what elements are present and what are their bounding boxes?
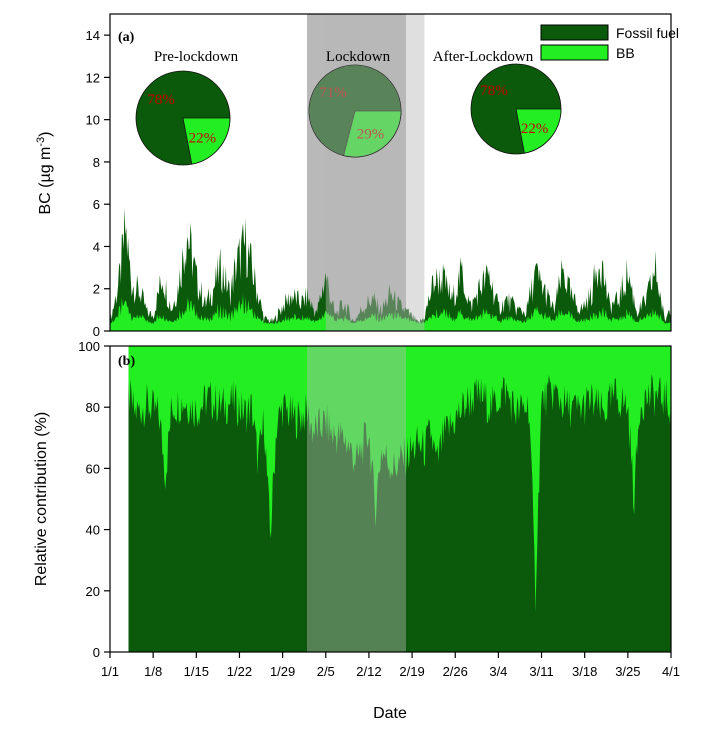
panel-b-y-axis: 0 20 40 60 80 100	[78, 339, 110, 660]
y-tick-label-b-0: 0	[93, 645, 100, 660]
pie-title-pre-lockdown: Pre-lockdown	[154, 49, 239, 65]
lockdown-shade-b	[307, 346, 406, 652]
y-tick-label-a-4: 4	[93, 239, 100, 254]
x-tick-label-13: 4/1	[662, 664, 680, 679]
panel-a-y-axis: 0 2 4 6 8 10 12 14	[86, 28, 110, 339]
pie-2-bb-slice	[343, 110, 402, 158]
pie-2-bb-label: 29%	[357, 126, 385, 142]
pie-2-fossil-label: 71%	[319, 85, 347, 101]
y-tick-label-a-12: 12	[86, 70, 100, 85]
x-tick-label-7: 2/19	[399, 664, 424, 679]
panel-a-frame	[109, 13, 672, 332]
x-tick-label-0: 1/1	[101, 664, 119, 679]
pie-3-fossil-label: 78%	[480, 83, 508, 99]
x-tick-label-10: 3/11	[529, 664, 553, 679]
x-tick-label-3: 1/22	[227, 664, 252, 679]
bb-bc-area	[110, 294, 671, 331]
pie-3-bb-slice	[515, 108, 562, 154]
y-tick-label-a-2: 2	[93, 282, 100, 297]
pie-title-after-lockdown: After-Lockdown	[433, 49, 534, 65]
panel-b-label: (b)	[118, 354, 135, 369]
x-tick-label-1: 1/8	[144, 664, 162, 679]
y-axis-title-b: Relative contribution (%)	[33, 412, 50, 586]
x-tick-label-6: 2/12	[356, 664, 381, 679]
pie-charts: 78% 22% 71% 29% 78% 22%	[135, 63, 562, 166]
legend-swatch-fossil-fuel	[540, 24, 609, 41]
x-axis-title: Date	[373, 705, 407, 722]
y-tick-label-a-0: 0	[93, 324, 100, 339]
x-tick-label-12: 3/25	[615, 664, 640, 679]
pie-1-bb-label: 22%	[189, 130, 217, 146]
legend-label-fossil-fuel: Fossil fuel	[616, 25, 679, 41]
y-tick-label-b-60: 60	[86, 461, 100, 476]
panel-b-frame	[109, 345, 672, 653]
y-tick-label-a-6: 6	[93, 197, 100, 212]
y-tick-label-a-10: 10	[86, 113, 100, 128]
pie-3: 78% 22%	[470, 63, 562, 155]
fossil-fuel-relative-area	[128, 374, 671, 652]
y-tick-label-b-80: 80	[86, 400, 100, 415]
panel-a-label: (a)	[118, 30, 135, 45]
y-axis-title-a: BC (µg m-3)	[35, 132, 54, 215]
legend-swatch-bb	[540, 44, 609, 61]
pie-3-bb-label: 22%	[521, 121, 549, 137]
x-tick-label-2: 1/15	[184, 664, 209, 679]
y-tick-label-a-8: 8	[93, 155, 100, 170]
x-tick-label-9: 3/4	[489, 664, 507, 679]
panel-a-bc-timeseries: 0 2 4 6 8 10 12 14 (a) Fossil fuel BB Pre-lockd…	[86, 13, 679, 339]
fossil-fuel-bc-area	[110, 207, 671, 331]
y-tick-label-b-20: 20	[86, 584, 100, 599]
x-tick-label-4: 1/29	[270, 664, 295, 679]
panel-b-relative-contribution: 0 20 40 60 80 100 1/1 1/8 1/15 1/22 1/29 2/5 2/12 2/…	[78, 339, 680, 679]
y-tick-label-b-100: 100	[78, 339, 100, 354]
pie-1: 78% 22%	[135, 70, 231, 166]
legend: Fossil fuel BB	[540, 24, 679, 61]
x-axis: 1/1 1/8 1/15 1/22 1/29 2/5 2/12 2/19 2/26 3/4 3/11…	[101, 652, 680, 679]
x-tick-label-5: 2/5	[317, 664, 335, 679]
pie-1-bb-slice	[182, 117, 231, 165]
pie-2-lockdown-tint	[309, 65, 401, 157]
x-tick-label-8: 2/26	[443, 664, 468, 679]
y-tick-label-a-14: 14	[86, 28, 100, 43]
pie-title-lockdown: Lockdown	[326, 49, 391, 65]
pie-1-fossil-label: 78%	[147, 92, 175, 108]
x-tick-label-11: 3/18	[572, 664, 597, 679]
legend-label-bb: BB	[616, 45, 635, 61]
pie-2: 71% 29%	[308, 64, 402, 158]
y-tick-label-b-40: 40	[86, 523, 100, 538]
